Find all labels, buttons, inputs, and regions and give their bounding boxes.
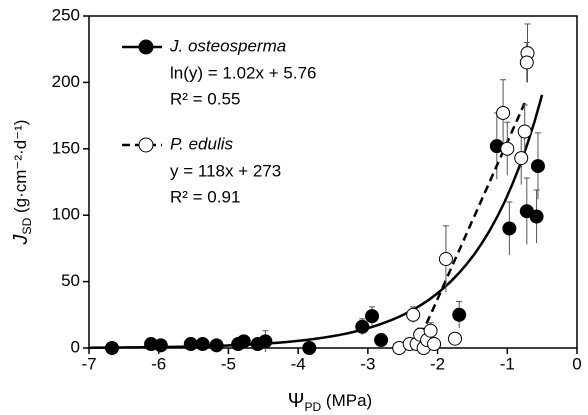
point — [427, 337, 442, 352]
point — [258, 334, 273, 349]
point — [183, 337, 198, 352]
fit-line — [88, 94, 544, 349]
point — [452, 307, 467, 322]
y-label-main: J — [10, 233, 32, 245]
x-tick-label: -5 — [221, 354, 236, 373]
legend-label: J. osteosperma — [169, 36, 286, 55]
point — [423, 323, 438, 338]
x-tick-label: -3 — [360, 354, 375, 373]
y-tick-label: 100 — [52, 205, 80, 224]
y-tick-label: 0 — [71, 337, 80, 356]
point — [302, 341, 317, 355]
x-tick-label: -6 — [151, 354, 166, 373]
x-label-sub: PD — [305, 400, 322, 414]
x-tick-label: -2 — [430, 354, 445, 373]
point — [500, 141, 515, 156]
x-label-rest: (MPa) — [321, 391, 372, 410]
x-tick-label: -1 — [500, 354, 515, 373]
point — [529, 209, 544, 224]
point — [209, 338, 224, 353]
point — [195, 337, 210, 352]
legend-marker — [138, 39, 154, 55]
point — [153, 338, 168, 353]
y-tick-label: 200 — [52, 72, 80, 91]
y-tick-label: 50 — [61, 271, 80, 290]
point — [530, 159, 545, 174]
legend-r2: R² = 0.55 — [170, 89, 240, 108]
legend-r2: R² = 0.91 — [170, 187, 240, 206]
point — [374, 333, 389, 348]
point — [502, 221, 517, 236]
legend-marker — [138, 137, 154, 153]
y-label-sub: SD — [20, 217, 34, 234]
point — [236, 334, 251, 349]
plot-frame — [88, 15, 578, 349]
point — [496, 105, 511, 120]
y-tick-label: 250 — [52, 5, 80, 24]
x-label-main: Ψ — [288, 390, 305, 412]
y-label-rest: (g·cm⁻²·d⁻¹) — [11, 120, 30, 218]
x-axis-label: ΨPD (MPa) — [288, 390, 372, 414]
x-tick-label: 0 — [572, 354, 581, 373]
point — [438, 252, 453, 267]
point — [105, 341, 120, 355]
point — [406, 307, 421, 322]
point — [514, 151, 529, 166]
point — [355, 319, 370, 334]
point — [448, 331, 462, 346]
legend-equation: y = 118x + 273 — [170, 161, 281, 180]
x-tick-label: -7 — [81, 354, 96, 373]
point — [365, 309, 380, 324]
y-axis-label: JSD (g·cm⁻²·d⁻¹) — [10, 120, 34, 246]
legend-label: P. edulis — [170, 134, 234, 153]
point — [517, 124, 532, 139]
x-tick-label: -4 — [291, 354, 306, 373]
y-tick-label: 150 — [52, 138, 80, 157]
point — [519, 55, 534, 70]
legend-equation: ln(y) = 1.02x + 5.76 — [170, 63, 316, 82]
